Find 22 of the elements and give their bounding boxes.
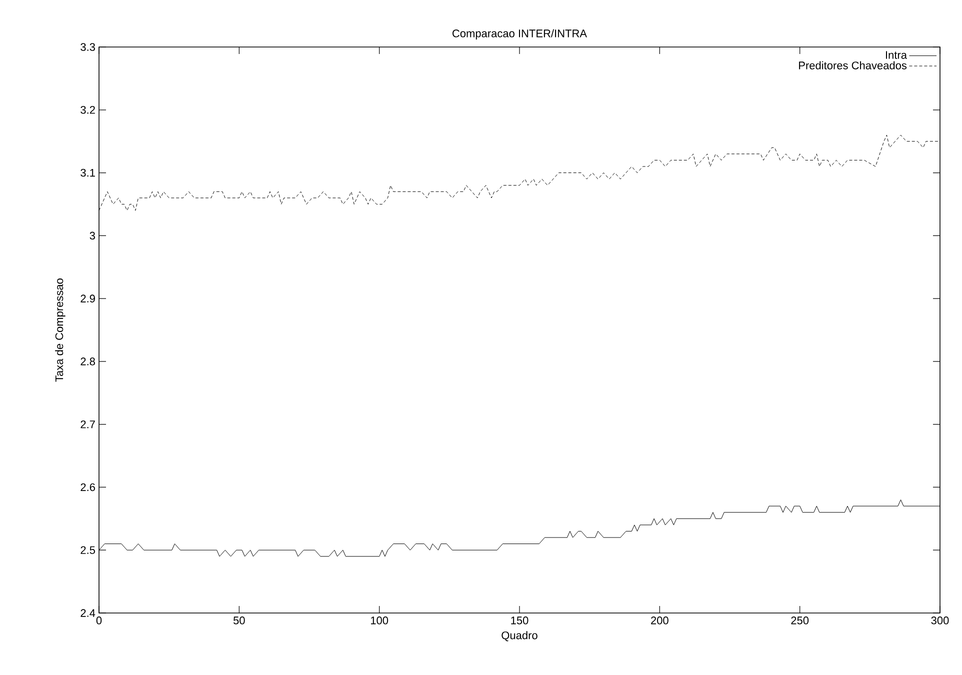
x-tick-label: 150: [511, 616, 528, 624]
y-tick-label: 3.2: [80, 106, 95, 114]
x-tick-label: 200: [651, 616, 668, 624]
y-tick-label: 2.8: [80, 358, 95, 366]
y-tick-label: 3: [90, 232, 95, 240]
y-tick-label: 2.7: [80, 420, 95, 428]
x-axis-title: Quadro: [502, 631, 538, 642]
y-tick-label: 3.3: [80, 43, 95, 51]
legend-label: Intra: [886, 51, 907, 59]
y-tick-label: 2.9: [80, 294, 95, 302]
chart-title: Comparacao INTER/INTRA: [452, 29, 587, 40]
y-tick-label: 3.1: [80, 168, 95, 177]
y-tick-label: 2.4: [80, 609, 96, 617]
legend-label: Preditores Chaveados: [799, 61, 907, 70]
x-tick-label: 50: [233, 616, 245, 624]
x-tick-label: 0: [96, 616, 102, 624]
y-tick-label: 2.5: [80, 546, 96, 554]
x-tick-label: 100: [370, 616, 388, 624]
x-tick-label: 300: [931, 616, 949, 624]
x-tick-label: 250: [791, 616, 809, 624]
y-axis-title: Taxa de Compressao: [55, 278, 66, 382]
y-tick-label: 2.6: [80, 483, 95, 492]
